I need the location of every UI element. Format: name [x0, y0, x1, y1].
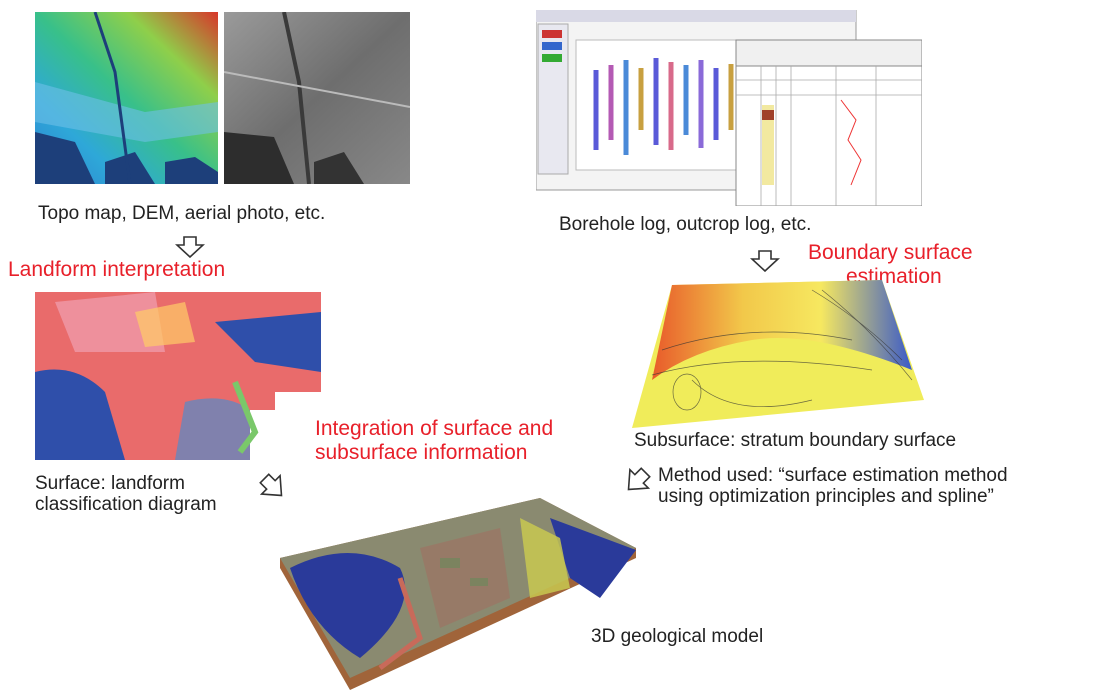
borehole-caption: Borehole log, outcrop log, etc.	[559, 214, 812, 235]
landform-classification-map	[35, 292, 321, 460]
down-arrow-icon	[750, 250, 780, 272]
aerial-photo-image	[224, 12, 410, 184]
surface-caption-line2: classification diagram	[35, 494, 217, 515]
down-arrow-icon	[175, 236, 205, 258]
integration-label-line2: subsurface information	[315, 441, 528, 464]
method-caption-line1: Method used: “surface estimation method	[658, 465, 1008, 486]
boundary-surface-image	[632, 280, 924, 428]
3d-geological-model-image	[270, 458, 636, 690]
boundary-estimation-label-line1: Boundary surface	[808, 241, 973, 264]
subsurface-caption: Subsurface: stratum boundary surface	[634, 430, 957, 451]
integration-label-line1: Integration of surface and	[315, 417, 554, 440]
landform-interpretation-label: Landform interpretation	[8, 258, 226, 281]
arrow-down-left-icon	[620, 466, 654, 496]
borehole-log-image	[536, 10, 922, 206]
3d-model-caption: 3D geological model	[591, 626, 764, 647]
dem-image	[35, 12, 218, 184]
method-caption-line2: using optimization principles and spline…	[658, 486, 994, 507]
arrow-down-right-icon	[256, 472, 290, 502]
surface-caption-line1: Surface: landform	[35, 473, 185, 494]
topo-caption: Topo map, DEM, aerial photo, etc.	[38, 203, 326, 224]
